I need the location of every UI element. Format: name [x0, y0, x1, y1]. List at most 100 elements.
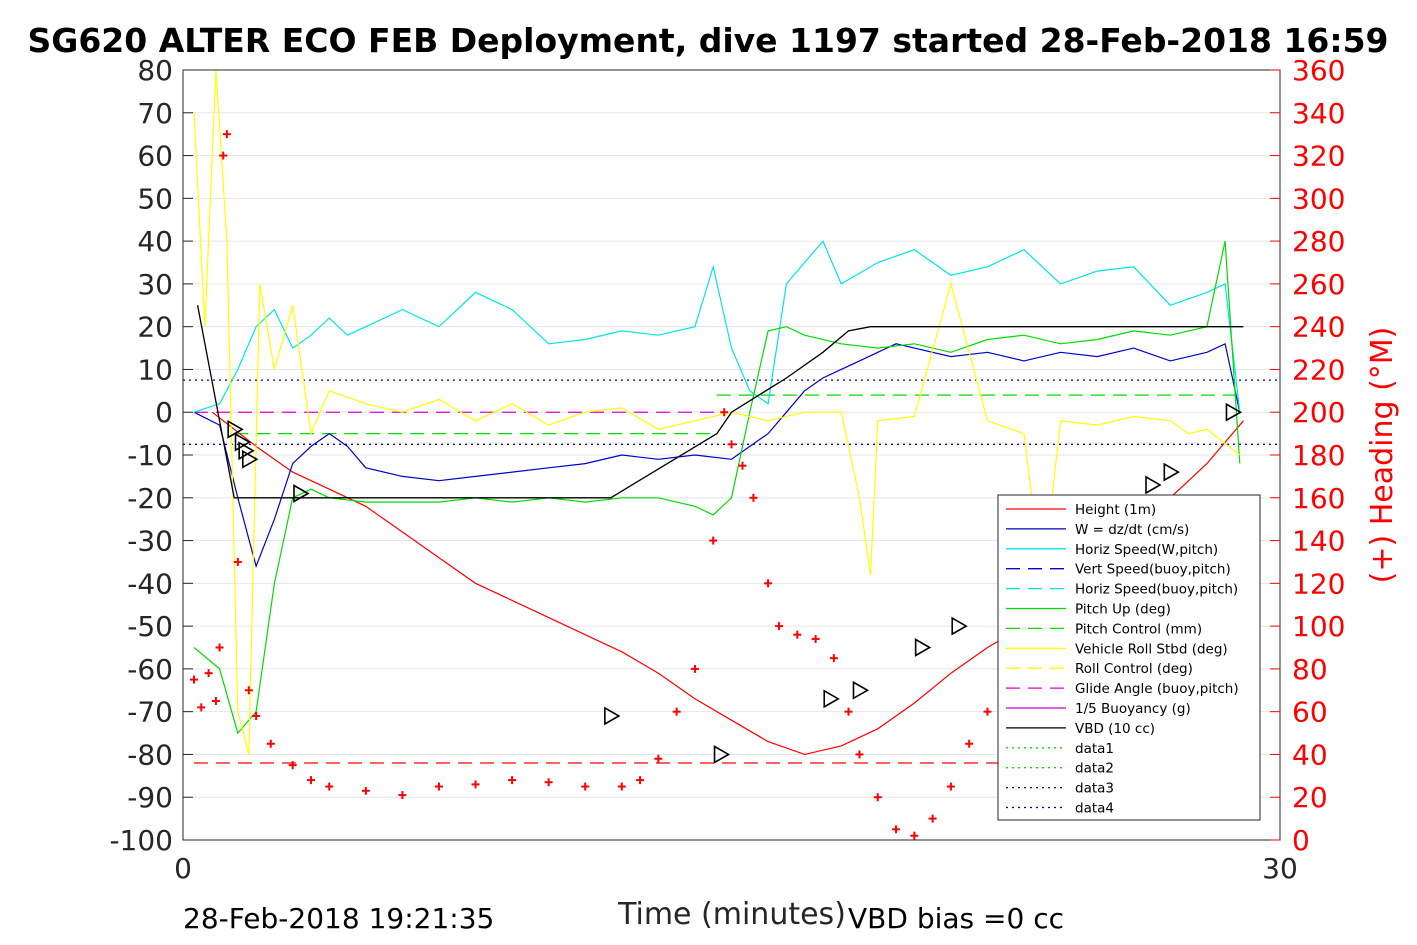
y-tick-label-left: -10 — [127, 439, 173, 472]
y-tick-label-left: 10 — [137, 353, 173, 386]
y-tick-label-right: 340 — [1292, 97, 1345, 130]
turn-marker — [1145, 475, 1162, 495]
y-tick-label-right: 200 — [1292, 396, 1345, 429]
y-tick-label-right: 300 — [1292, 182, 1345, 215]
legend-entry: data4 — [1006, 801, 1114, 817]
legend-label: Vert Speed(buoy,pitch) — [1075, 562, 1231, 578]
heading-point — [844, 707, 853, 716]
legend-entry: 1/5 Buoyancy (g) — [1006, 701, 1191, 717]
turn-marker — [293, 484, 310, 503]
turn-marker — [823, 689, 840, 709]
legend-entry: Pitch Control (mm) — [1006, 621, 1202, 637]
y-tick-label-right: 0 — [1292, 824, 1310, 857]
turn-marker — [1225, 402, 1243, 422]
heading-point — [829, 654, 838, 663]
legend-label: Glide Angle (buoy,pitch) — [1075, 681, 1239, 697]
legend-entry: Vehicle Roll Stbd (deg) — [1006, 641, 1228, 657]
heading-point — [252, 711, 261, 720]
y-tick-label-right: 120 — [1292, 567, 1345, 600]
heading-point — [892, 825, 901, 834]
y-tick-label-right: 80 — [1292, 653, 1328, 686]
y-tick-label-left: 30 — [137, 268, 173, 301]
heading-point — [928, 814, 937, 823]
legend-entry: Height (1m) — [1006, 502, 1156, 518]
legend: Height (1m) W = dz/dt (cm/s) Horiz Speed(W… — [997, 494, 1261, 821]
chart-title: SG620 ALTER ECO FEB Deployment, dive 119… — [27, 21, 1388, 60]
y-tick-label-right: 220 — [1292, 353, 1345, 386]
legend-label: Roll Control (deg) — [1075, 661, 1193, 677]
heading-point — [749, 493, 758, 502]
heading-point — [434, 782, 443, 791]
heading-point — [811, 634, 820, 643]
y-tick-label-right: 320 — [1292, 140, 1345, 173]
heading-point — [219, 151, 228, 160]
heading-point — [288, 761, 297, 770]
turn-marker — [234, 432, 252, 452]
y-tick-label-left: 0 — [155, 396, 173, 429]
legend-entry: W = dz/dt (cm/s) — [1006, 522, 1189, 538]
y-tick-label-right: 20 — [1292, 781, 1328, 814]
heading-point — [855, 750, 864, 759]
x-axis-label: Time (minutes) — [617, 897, 846, 932]
heading-point — [636, 776, 645, 785]
heading-point — [654, 754, 663, 763]
y-tick-label-right: 100 — [1292, 610, 1345, 643]
turn-marker — [604, 706, 621, 726]
y-tick-label-right: 40 — [1292, 738, 1328, 771]
axis-ticks: 80706050403020100-10-20-30-40-50-60-70-8… — [109, 54, 1345, 885]
heading-point — [910, 831, 919, 840]
legend-label: Pitch Up (deg) — [1075, 602, 1171, 618]
y-tick-label-right: 360 — [1292, 54, 1345, 87]
heading-point — [189, 675, 198, 684]
footer-vbd-bias: VBD bias =0 cc — [848, 902, 1064, 935]
turn-marker — [238, 441, 255, 461]
turn-marker — [1163, 462, 1180, 482]
heading-point — [672, 707, 681, 716]
heading-point — [617, 782, 626, 791]
legend-label: Vehicle Roll Stbd (deg) — [1075, 641, 1228, 657]
legend-entry: data2 — [1006, 761, 1114, 777]
turn-marker — [951, 616, 968, 636]
y-tick-label-right: 260 — [1292, 268, 1345, 301]
turn-marker — [713, 745, 731, 764]
series-line — [196, 305, 1244, 499]
y-tick-label-left: 50 — [137, 182, 173, 215]
y-tick-label-left: -20 — [127, 482, 173, 515]
turn-marker — [914, 638, 932, 657]
turn-markers — [227, 402, 1243, 764]
heading-point — [197, 703, 206, 712]
heading-point — [204, 669, 213, 678]
y-tick-label-right: 180 — [1292, 439, 1345, 472]
y-tick-label-left: 80 — [137, 54, 173, 87]
heading-point — [398, 791, 407, 800]
heading-point — [233, 557, 242, 566]
heading-point — [764, 579, 773, 588]
x-tick-label: 30 — [1262, 852, 1298, 885]
y-tick-label-right: 280 — [1292, 225, 1345, 258]
y-tick-label-left: -50 — [127, 610, 173, 643]
heading-point — [471, 780, 480, 789]
heading-point — [508, 776, 517, 785]
legend-entry: data1 — [1006, 741, 1114, 757]
legend-label: data3 — [1075, 781, 1114, 797]
heading-point — [946, 782, 955, 791]
right-axis-label: (+) Heading (°M) — [1365, 327, 1400, 584]
heading-point — [215, 643, 224, 652]
turn-marker — [242, 449, 259, 469]
reference-lines — [183, 379, 1280, 764]
heading-point — [709, 536, 718, 545]
heading-point — [306, 776, 315, 785]
series-line — [193, 239, 1241, 413]
footer-timestamp: 28-Feb-2018 19:21:35 — [183, 902, 494, 935]
y-tick-label-left: -100 — [109, 824, 173, 857]
heading-point — [873, 793, 882, 802]
heading-point — [222, 130, 231, 139]
legend-label: Pitch Control (mm) — [1075, 621, 1202, 637]
legend-label: Height (1m) — [1075, 502, 1156, 518]
legend-entry: Horiz Speed(buoy,pitch) — [1006, 582, 1238, 598]
series-line — [193, 240, 1241, 735]
legend-label: W = dz/dt (cm/s) — [1075, 522, 1189, 538]
y-tick-label-left: 20 — [137, 311, 173, 344]
heading-point — [690, 664, 699, 673]
